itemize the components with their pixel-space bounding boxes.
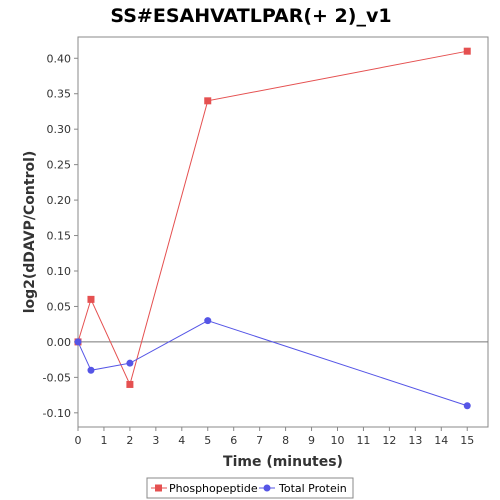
x-tick-label: 8 <box>282 434 289 447</box>
x-tick-label: 13 <box>408 434 422 447</box>
legend: Phosphopeptide Total Protein <box>146 477 354 499</box>
legend-label-phosphopeptide: Phosphopeptide <box>169 482 258 495</box>
x-tick-label: 5 <box>204 434 211 447</box>
y-tick-label: -0.10 <box>43 407 71 420</box>
series-layer <box>74 47 471 410</box>
x-tick-label: 15 <box>460 434 474 447</box>
x-tick-label: 3 <box>152 434 159 447</box>
y-tick-label: -0.05 <box>43 371 71 384</box>
x-tick-label: 1 <box>100 434 107 447</box>
data-point-total-protein <box>87 366 95 374</box>
x-tick-label: 7 <box>256 434 263 447</box>
y-tick-label: 0.10 <box>47 265 72 278</box>
data-point-total-protein <box>204 317 212 325</box>
data-point-phosphopeptide <box>204 97 212 105</box>
x-tick-label: 0 <box>75 434 82 447</box>
legend-marker-phosphopeptide <box>155 484 162 492</box>
data-point-total-protein <box>74 338 82 346</box>
x-tick-label: 11 <box>356 434 370 447</box>
x-tick-label: 9 <box>308 434 315 447</box>
data-point-phosphopeptide <box>87 295 95 303</box>
legend-marker-total-protein <box>263 484 271 492</box>
x-tick-label: 4 <box>178 434 185 447</box>
data-point-phosphopeptide <box>463 47 471 55</box>
x-tick-label: 2 <box>126 434 133 447</box>
y-tick-label: 0.00 <box>47 336 72 349</box>
y-tick-label: 0.05 <box>47 300 72 313</box>
x-axis-label: Time (minutes) <box>223 454 343 470</box>
y-tick-label: 0.20 <box>47 194 72 207</box>
x-tick-label: 12 <box>382 434 396 447</box>
x-tick-label: 10 <box>330 434 344 447</box>
y-tick-label: 0.15 <box>47 230 72 243</box>
y-tick-label: 0.25 <box>47 159 72 172</box>
chart-title: SS#ESAHVATLPAR(+ 2)_v1 <box>110 5 391 27</box>
x-tick-label: 14 <box>434 434 448 447</box>
legend-label-total-protein: Total Protein <box>278 482 347 495</box>
y-tick-label: 0.30 <box>47 123 72 136</box>
data-point-total-protein <box>463 402 471 410</box>
legend-box <box>146 477 354 499</box>
data-point-total-protein <box>126 359 134 367</box>
y-axis-label: log2(dDAVP/Control) <box>22 151 38 314</box>
x-axis: 0 1 2 3 4 5 6 7 8 9 10 11 12 13 14 15 <box>75 427 474 447</box>
y-tick-label: 0.35 <box>47 88 72 101</box>
data-point-phosphopeptide <box>126 380 134 388</box>
y-tick-label: 0.40 <box>47 52 72 65</box>
x-tick-label: 6 <box>230 434 237 447</box>
plot-area <box>77 36 489 428</box>
y-axis: -0.10 -0.05 0.00 0.05 0.10 0.15 0.20 0.25 0.30 0.… <box>43 52 78 420</box>
